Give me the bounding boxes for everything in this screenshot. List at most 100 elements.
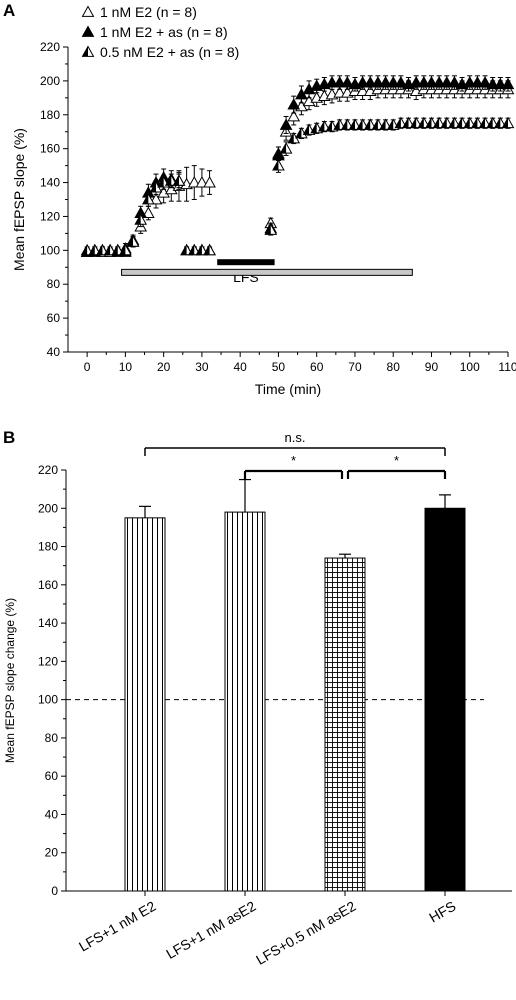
marker-half-fill <box>295 127 302 138</box>
significance-label: n.s. <box>285 430 306 445</box>
marker-half-fill <box>349 119 355 130</box>
marker-half-fill <box>165 175 172 186</box>
bar-group-4: HFS <box>424 494 466 926</box>
marker-half-fill <box>410 117 417 128</box>
data-point <box>432 76 446 88</box>
panel-b-y-tick-label: 220 <box>38 463 58 477</box>
panel-label-a: A <box>3 1 15 20</box>
data-point <box>333 118 347 130</box>
marker-half-fill <box>380 119 386 130</box>
data-point <box>486 116 500 129</box>
bar <box>324 557 366 892</box>
data-point <box>486 77 500 90</box>
panel-a-y-tick-label: 160 <box>40 142 60 156</box>
data-point <box>448 116 461 129</box>
marker-half-fill <box>433 117 440 128</box>
data-point <box>440 116 454 129</box>
panel-a-x-tick-label: 30 <box>195 360 209 374</box>
data-point <box>402 116 415 129</box>
marker-half-fill <box>318 121 325 132</box>
legend-label: 1 nM E2 (n = 8) <box>100 4 197 20</box>
panel-b-y-tick-label: 120 <box>38 654 58 668</box>
data-point <box>126 235 140 247</box>
marker-half-fill <box>418 117 424 128</box>
panel-b-y-axis-label: Mean fEPSP slope change (%) <box>3 598 17 763</box>
data-point <box>187 243 201 256</box>
marker-half-fill <box>372 119 378 130</box>
data-point <box>340 118 354 130</box>
data-point <box>264 223 278 235</box>
data-point <box>279 142 293 154</box>
data-point <box>417 116 431 129</box>
panel-b-y-tick-label: 20 <box>45 846 59 860</box>
marker-half-fill <box>204 244 210 255</box>
marker-half-fill <box>173 175 179 186</box>
data-point <box>272 159 285 171</box>
marker-half-fill <box>135 214 141 225</box>
data-point <box>348 118 362 130</box>
marker-half-fill <box>288 133 294 143</box>
data-point <box>371 76 385 88</box>
panel-a-legend: 1 nM E2 (n = 8) 1 nM E2 + as (n = 8) 0.5 n… <box>81 4 239 60</box>
bar-group-1: LFS+1 nM E2 <box>76 505 166 955</box>
lfs-bar <box>217 259 275 266</box>
category-label: LFS+1 nM E2 <box>76 898 159 955</box>
panel-a-x-tick-label: 60 <box>310 360 324 374</box>
legend-marker <box>81 45 95 57</box>
panel-a-annotations: LFS <box>121 259 413 285</box>
marker-half-fill <box>441 117 447 128</box>
category-label: LFS+1 nM asE2 <box>163 898 258 962</box>
marker-half-fill <box>181 244 187 255</box>
marker-half-fill <box>456 117 463 128</box>
panel-b-y-tick-label: 40 <box>45 807 59 821</box>
bar <box>124 517 166 892</box>
marker-half-fill <box>494 117 501 128</box>
marker-half-fill <box>403 117 409 128</box>
marker-half-fill <box>150 182 156 193</box>
marker-half-fill <box>334 119 340 130</box>
marker-half-fill <box>326 121 332 132</box>
data-point <box>379 76 392 88</box>
data-point <box>356 118 369 130</box>
bar-group-3: LFS+0.5 nM asE2 <box>253 553 366 968</box>
panel-b-y-tick-label: 140 <box>38 616 58 630</box>
panel-a-y-tick-label: 220 <box>40 40 60 54</box>
data-point <box>187 176 201 188</box>
panel-a-y-axis-label: Mean fEPSP slope (%) <box>11 128 27 271</box>
data-point <box>141 206 155 218</box>
legend-label: 1 nM E2 + as (n = 8) <box>100 24 228 40</box>
panel-b-significance: n.s. * * <box>144 430 447 479</box>
marker-half-fill <box>81 244 88 255</box>
significance-label: * <box>291 453 296 468</box>
data-point <box>379 118 392 130</box>
legend-label: 0.5 nM E2 + as (n = 8) <box>100 44 239 60</box>
marker-half-fill <box>82 46 88 57</box>
data-point <box>333 86 347 98</box>
data-point <box>279 118 293 130</box>
data-point <box>172 174 186 186</box>
data-point <box>325 76 339 88</box>
category-label: LFS+0.5 nM asE2 <box>253 898 359 968</box>
bar-group-2: LFS+1 nM asE2 <box>163 478 266 962</box>
panel-a-axes: 40 60 80 100 120 140 160 180 200 220 0 10 20 30 40 50 60… <box>40 40 516 374</box>
marker-half-fill <box>357 119 363 130</box>
marker-half-fill <box>364 119 371 130</box>
marker-half-fill <box>425 117 432 128</box>
panel-a-x-tick-label: 80 <box>387 360 401 374</box>
data-point <box>463 116 477 129</box>
data-point <box>141 192 155 205</box>
panel-a-x-tick-label: 10 <box>119 360 133 374</box>
data-point <box>440 76 454 88</box>
marker-half-fill <box>104 244 111 255</box>
data-point <box>88 243 102 256</box>
marker-half-fill <box>112 244 118 255</box>
panel-a-x-tick-label: 110 <box>498 360 516 374</box>
bar <box>224 511 266 892</box>
data-point <box>103 243 117 256</box>
marker-half-fill <box>479 117 486 128</box>
data-point <box>501 77 515 90</box>
panel-a-x-tick-label: 40 <box>233 360 247 374</box>
data-point <box>363 118 377 130</box>
